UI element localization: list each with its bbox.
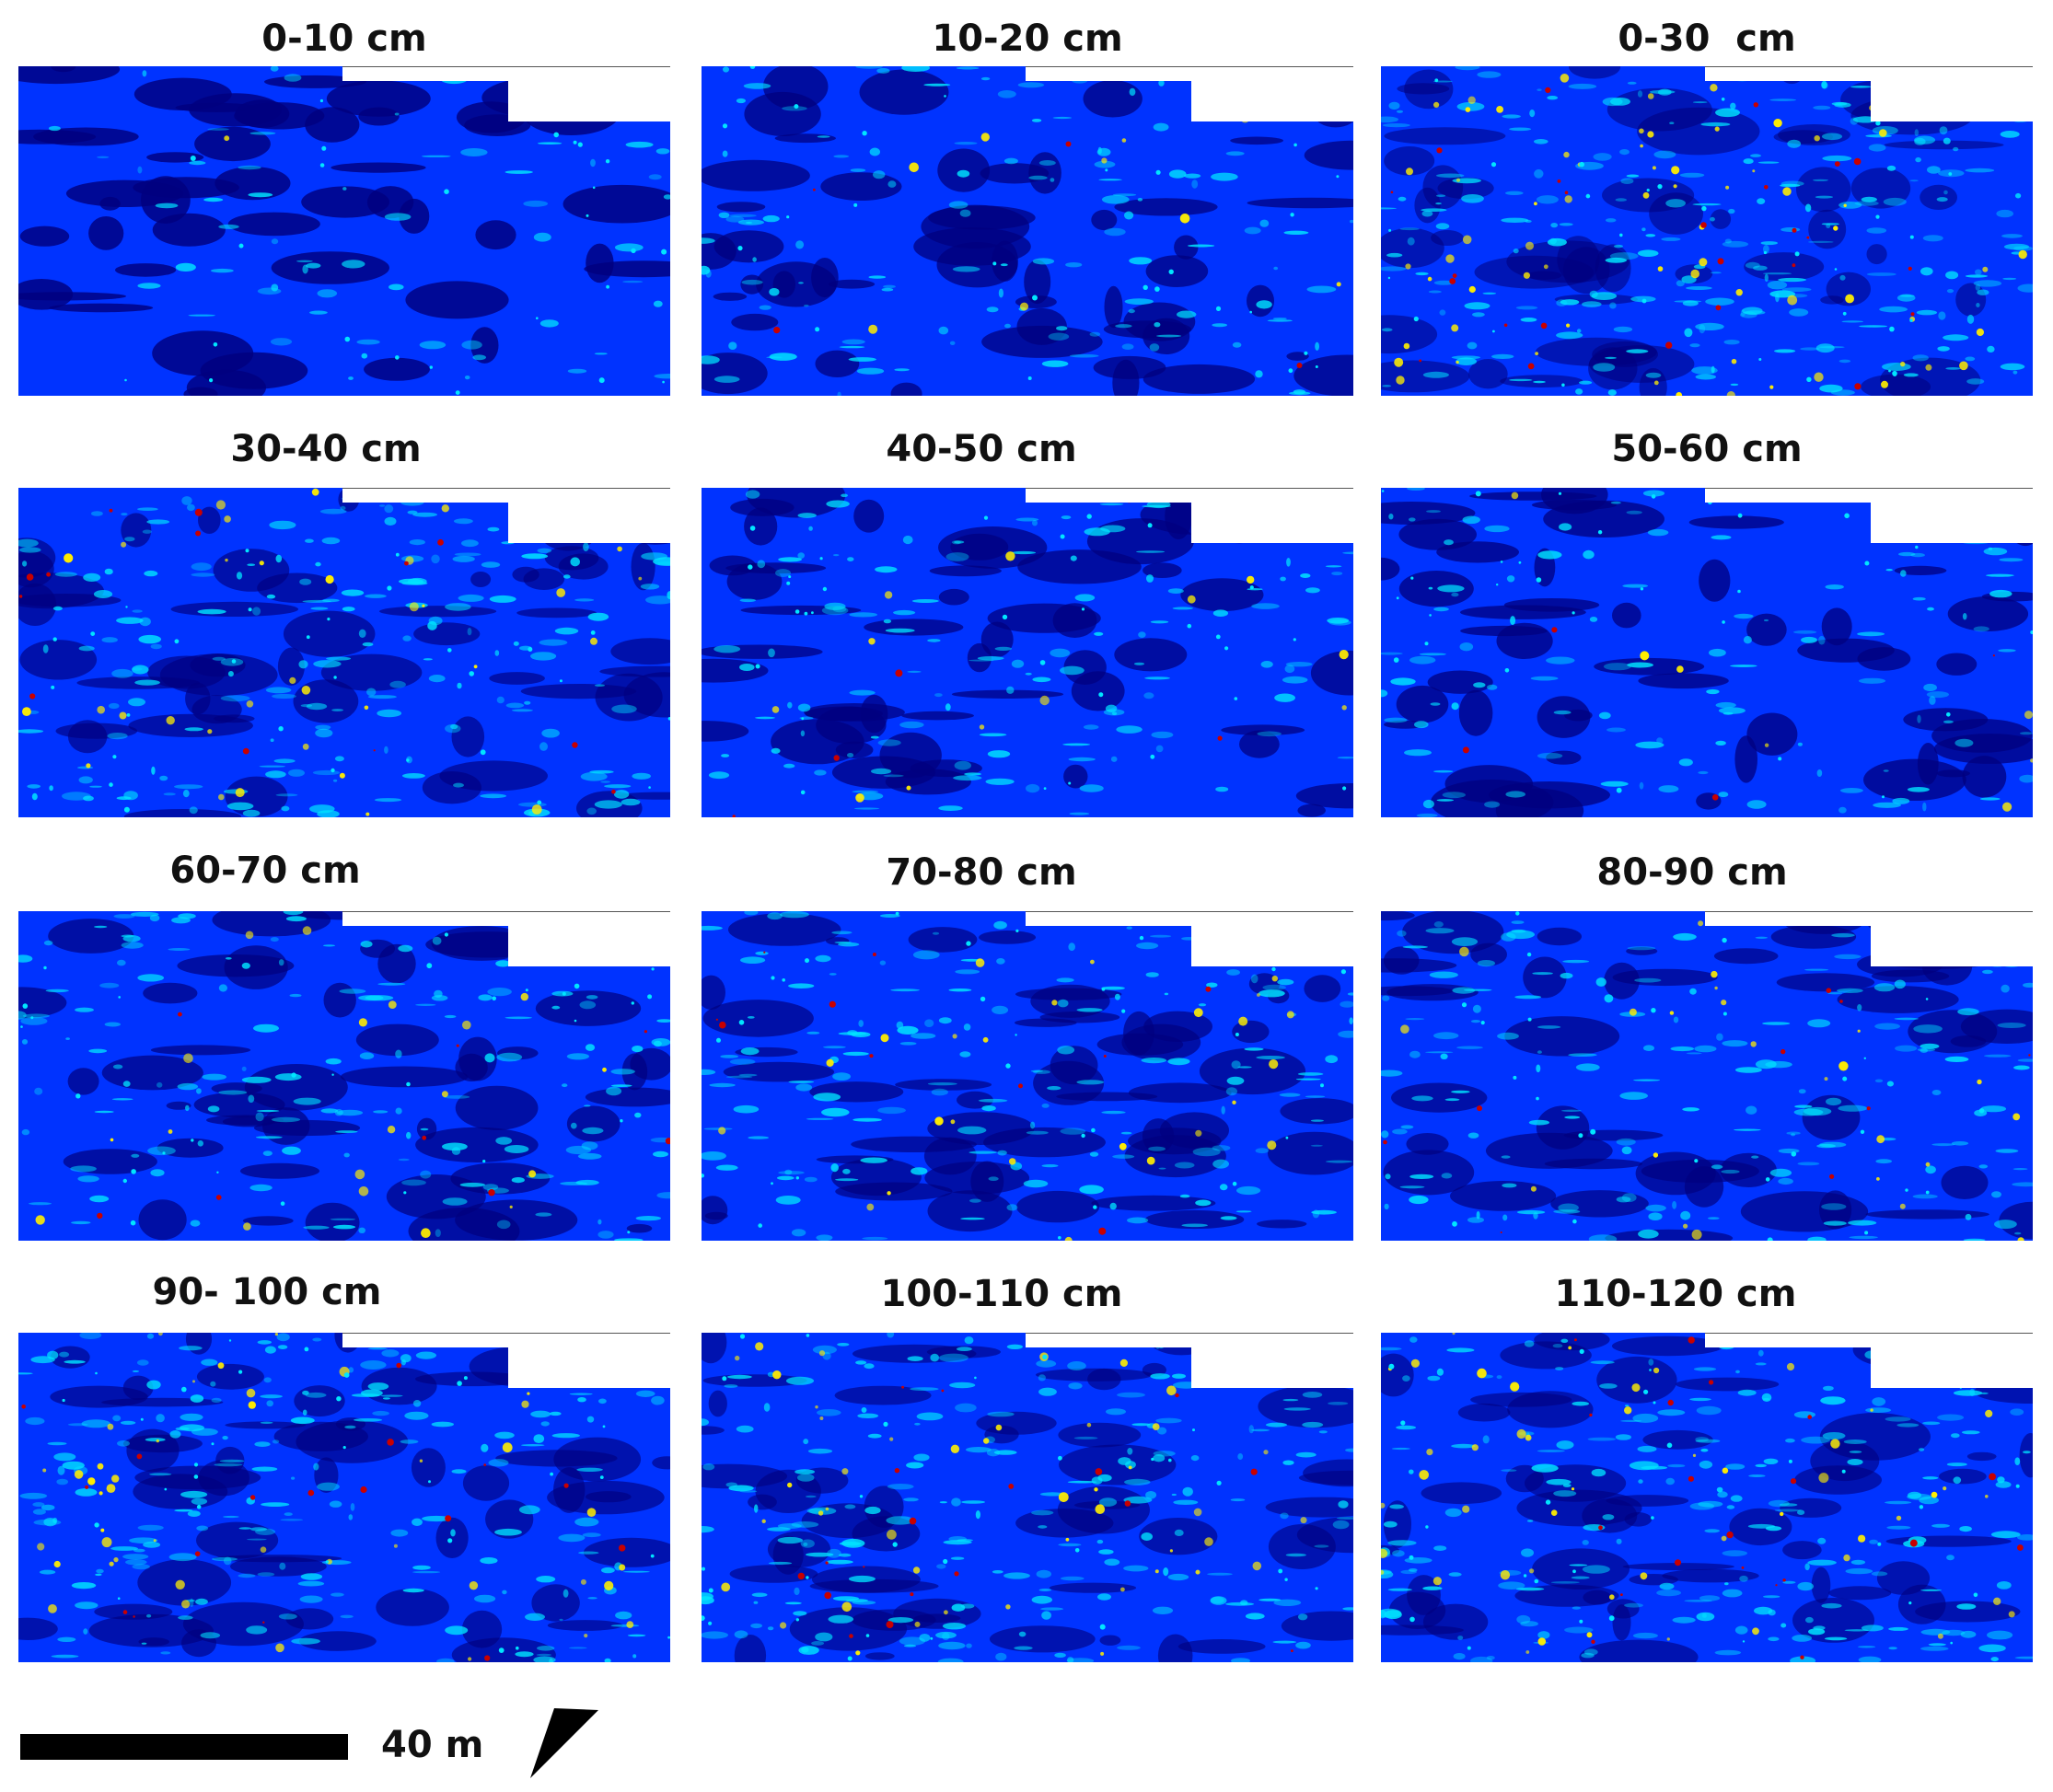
gpr-slice-map-50-60cm [1381,488,2033,817]
slice-label-40-50cm: 40-50 cm [886,428,1077,470]
gpr-slice-map-60-70cm [18,911,670,1241]
gpr-slice-map-0-30cm [1381,66,2033,396]
gpr-slice-map-80-90cm [1381,911,2033,1241]
slice-label-90-100cm: 90- 100 cm [152,1271,382,1313]
gpr-slice-map-0-10cm [18,66,670,396]
slice-label-10-20cm: 10-20 cm [932,17,1123,60]
slice-label-0-10cm: 0-10 cm [261,17,427,60]
slice-label-70-80cm: 70-80 cm [886,851,1077,894]
gpr-slice-map-40-50cm [702,488,1353,817]
slice-label-80-90cm: 80-90 cm [1596,851,1788,894]
slice-label-0-30cm: 0-30 cm [1618,17,1796,60]
scale-bar [20,1734,348,1760]
slice-label-60-70cm: 60-70 cm [169,850,361,892]
north-arrow-icon [530,1708,598,1778]
gpr-slice-map-100-110cm [702,1333,1353,1662]
gpr-slice-map-70-80cm [702,911,1353,1241]
gpr-slice-map-10-20cm [702,66,1353,396]
gpr-slice-map-90-100cm [18,1333,670,1662]
slice-label-50-60cm: 50-60 cm [1611,428,1803,470]
gpr-slice-map-110-120cm [1381,1333,2033,1662]
slice-label-110-120cm: 110-120 cm [1554,1273,1797,1315]
slice-label-100-110cm: 100-110 cm [880,1273,1123,1315]
gpr-slice-map-30-40cm [18,488,670,817]
slice-label-30-40cm: 30-40 cm [230,428,422,470]
scale-bar-label: 40 m [381,1724,484,1766]
